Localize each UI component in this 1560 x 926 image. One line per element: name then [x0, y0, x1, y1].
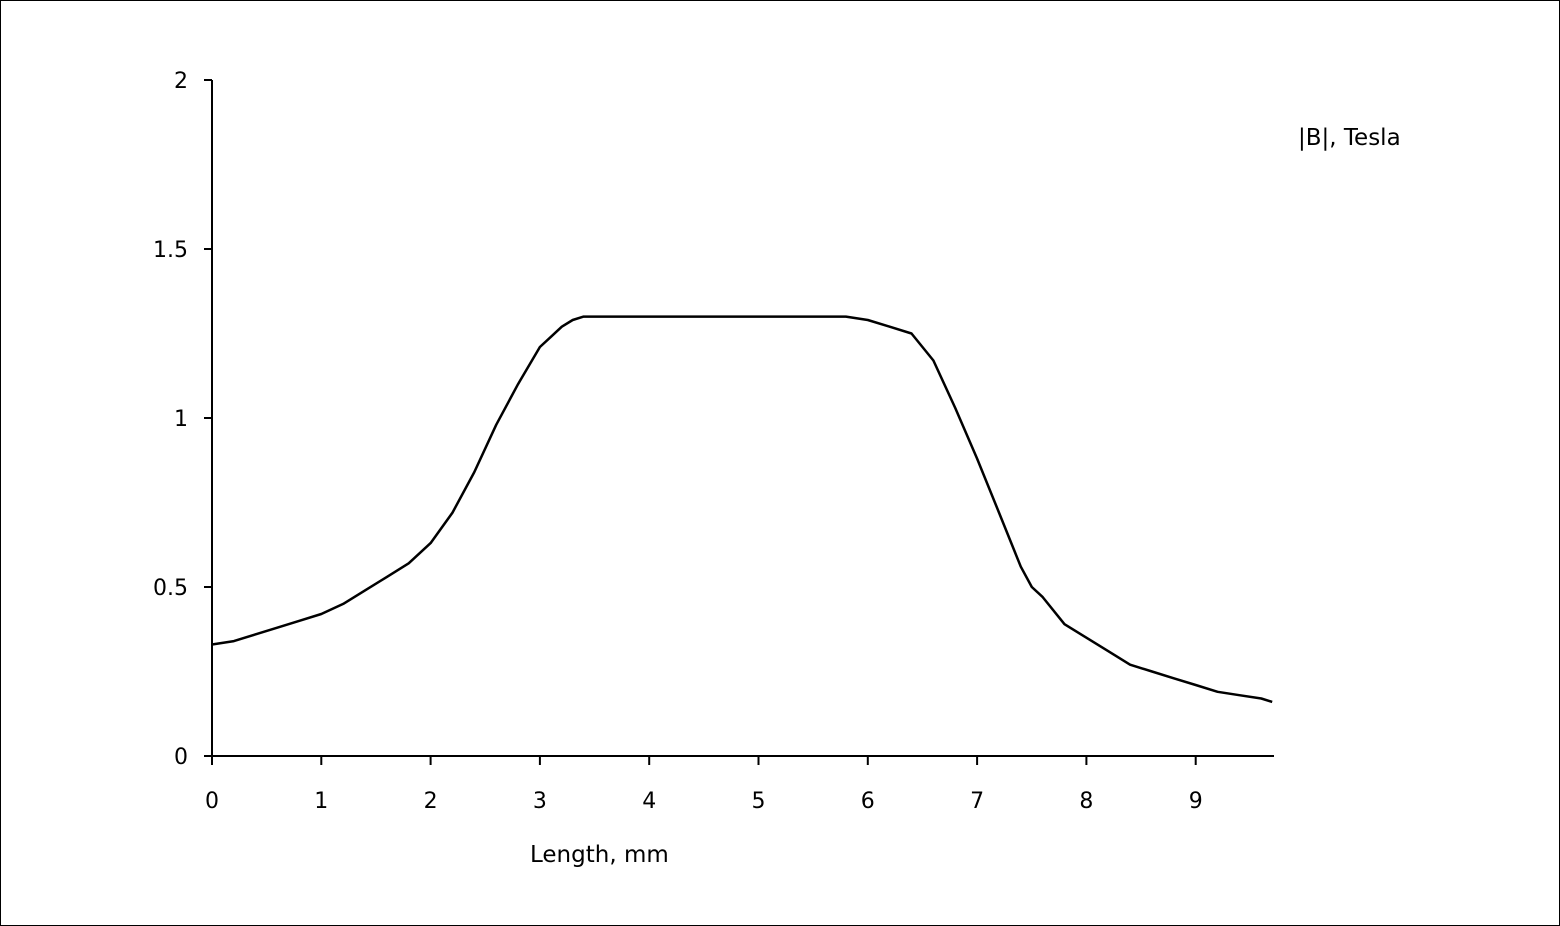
- x-tick-label: 3: [533, 789, 547, 814]
- x-tick-label: 8: [1079, 789, 1093, 814]
- y-axis-title: |B|, Tesla: [1298, 125, 1401, 151]
- x-tick-label: 2: [424, 789, 438, 814]
- x-tick-label: 6: [861, 789, 875, 814]
- x-tick-label: 1: [314, 789, 328, 814]
- y-tick-label: 0.5: [153, 576, 188, 601]
- x-axis-title: Length, mm: [530, 842, 669, 868]
- x-tick-label: 0: [205, 789, 219, 814]
- x-axis-ticks: 0 1 2 3 4 5 6 7 8 9: [205, 756, 1203, 814]
- y-tick-label: 1.5: [153, 238, 188, 263]
- x-tick-label: 5: [752, 789, 766, 814]
- y-axis-ticks: 0 0.5 1 1.5 2: [153, 69, 212, 770]
- y-tick-label: 1: [174, 407, 188, 432]
- series-layer: [211, 315, 1273, 704]
- y-tick-label: 2: [174, 69, 188, 94]
- x-tick-label: 7: [970, 789, 984, 814]
- y-tick-label: 0: [174, 745, 188, 770]
- series-line-0: [211, 315, 1273, 704]
- x-tick-label: 4: [642, 789, 656, 814]
- x-tick-label: 9: [1189, 789, 1203, 814]
